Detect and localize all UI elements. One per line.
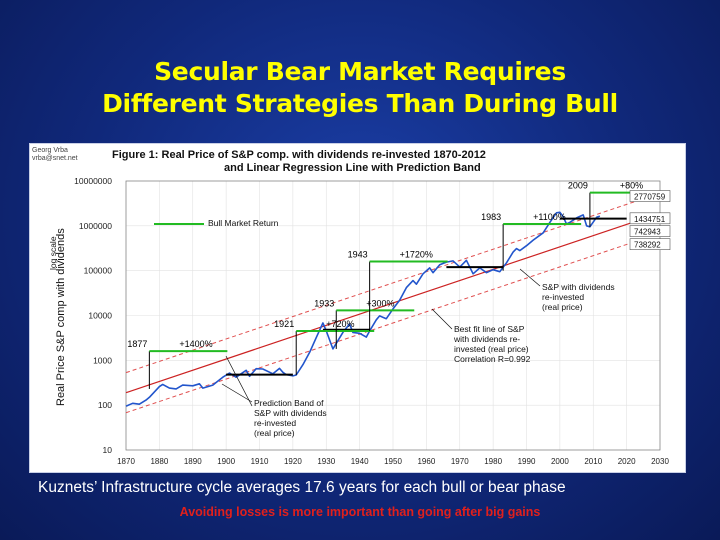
value-label: 742943	[634, 228, 661, 237]
x-tick-label: 2000	[551, 457, 569, 466]
band-pointer-1	[221, 383, 253, 403]
x-tick-label: 2020	[618, 457, 636, 466]
value-box	[629, 225, 671, 237]
chart: Georg Vrba vrba@snet.net Figure 1: Real …	[32, 147, 671, 466]
best-fit-annotation-line2: with dividends re-	[453, 334, 520, 344]
bull-gain-label: +80%	[620, 181, 643, 191]
bull-year-label: 1943	[348, 250, 368, 260]
x-tick-label: 1890	[184, 457, 202, 466]
x-tick-label: 1910	[251, 457, 269, 466]
sp-pointer	[519, 268, 541, 287]
x-tick-label: 1940	[351, 457, 369, 466]
value-box	[629, 238, 671, 250]
author-email: vrba@snet.net	[32, 155, 78, 162]
value-label: 2770759	[634, 193, 666, 202]
best-fit-pointer	[431, 308, 453, 330]
bull-year-label: 2009	[568, 181, 588, 191]
slide-subtitle: Kuznets’ Infrastructure cycle averages 1…	[38, 479, 566, 496]
x-tick-label: 1930	[317, 457, 335, 466]
x-tick-label: 2010	[584, 457, 602, 466]
y-axis-label: Real Price S&P comp with dividends	[55, 228, 67, 406]
x-tick-label: 1870	[117, 457, 135, 466]
plot-frame	[125, 180, 661, 451]
sp-annotation-line2: re-invested	[542, 292, 584, 302]
band-annotation-line4: (real price)	[254, 428, 295, 438]
chart-title-line1: Figure 1: Real Price of S&P comp. with d…	[112, 149, 486, 161]
best-fit-annotation-line3: invested (real price)	[454, 344, 529, 354]
x-tick-label: 1880	[150, 457, 168, 466]
bull-year-label: 1921	[274, 319, 294, 329]
bull-market-return-label: Bull Market Return	[208, 218, 279, 228]
bull-gain-label: +1100%	[533, 212, 566, 222]
x-tick-label: 1920	[284, 457, 302, 466]
y-tick-label: 10000	[88, 311, 112, 321]
best-fit-annotation-line4: Correlation R=0.992	[454, 354, 531, 364]
x-tick-label: 1950	[384, 457, 402, 466]
y-tick-label: 100	[98, 400, 112, 410]
x-tick-label: 1900	[217, 457, 235, 466]
x-tick-label: 1970	[451, 457, 469, 466]
band-annotation-line3: re-invested	[254, 418, 296, 428]
bull-gain-label: +720%	[326, 319, 354, 329]
author-name: Georg Vrba	[32, 147, 68, 154]
bull-year-label: 1933	[314, 298, 334, 308]
sp-annotation-line1: S&P with dividends	[542, 282, 615, 292]
y-tick-label: 1000000	[79, 221, 112, 231]
x-tick-label: 1960	[417, 457, 435, 466]
value-box	[629, 212, 671, 225]
price-series-line	[125, 211, 601, 407]
best-fit-annotation-line1: Best fit line of S&P	[454, 324, 525, 334]
bull-gain-label: +1400%	[179, 339, 212, 349]
bull-year-label: 1983	[481, 212, 501, 222]
bull-gain-label: +300%	[366, 298, 394, 308]
y-tick-label: 100000	[84, 266, 113, 276]
value-label: 738292	[634, 241, 661, 250]
sp-annotation-line3: (real price)	[542, 302, 583, 312]
slide-title-line1: Secular Bear Market Requires	[154, 57, 566, 86]
bull-gain-label: +1720%	[400, 250, 433, 260]
band-annotation-line1: Prediction Band of	[254, 398, 324, 408]
y-tick-label: 1000	[93, 355, 112, 365]
y-axis-scale-label: log scale	[48, 236, 58, 270]
regression-line	[125, 218, 644, 394]
x-tick-label: 2030	[651, 457, 669, 466]
prediction-band-line	[125, 238, 644, 414]
x-tick-label: 1980	[484, 457, 502, 466]
chart-title-line2: and Linear Regression Line with Predicti…	[224, 162, 481, 174]
value-box	[629, 190, 671, 202]
y-tick-label: 10000000	[74, 176, 112, 186]
slide-tagline: Avoiding losses is more important than g…	[179, 505, 541, 519]
band-annotation-line2: S&P with dividends	[254, 408, 327, 418]
x-tick-label: 1990	[518, 457, 536, 466]
slide-title-line2: Different Strategies Than During Bull	[102, 89, 618, 118]
y-tick-label: 10	[103, 445, 113, 455]
band-pointer-2	[225, 355, 253, 407]
value-label: 1434751	[634, 215, 666, 224]
chart-panel: Georg Vrba vrba@snet.net Figure 1: Real …	[29, 143, 686, 473]
bull-year-label: 1877	[127, 339, 147, 349]
